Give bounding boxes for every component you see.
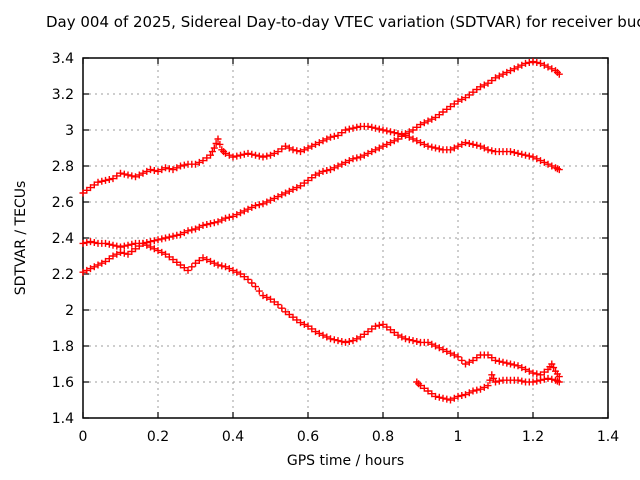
y-tick-label: 1.8 (52, 339, 74, 355)
y-tick-label: 1.6 (52, 375, 74, 391)
y-tick-label: 2.4 (52, 231, 74, 247)
x-tick-label: 0 (79, 429, 88, 445)
y-tick-label: 1.4 (52, 411, 74, 427)
y-tick-label: 2.8 (52, 159, 74, 175)
x-tick-label: 0.8 (372, 429, 394, 445)
x-tick-label: 1.4 (597, 429, 619, 445)
x-tick-label: 0.4 (222, 429, 244, 445)
y-tick-label: 3.2 (52, 87, 74, 103)
chart-title: Day 004 of 2025, Sidereal Day-to-day VTE… (46, 13, 640, 31)
y-tick-label: 3.4 (52, 51, 74, 67)
plot-border (82, 57, 609, 419)
series-3-markers (79, 238, 563, 381)
series-2-markers (79, 58, 563, 276)
x-tick-label: 1 (454, 429, 463, 445)
x-tick-label: 0.2 (147, 429, 169, 445)
x-tick-label: 0.6 (297, 429, 319, 445)
y-tick-label: 2.2 (52, 267, 74, 283)
y-tick-label: 3 (65, 123, 74, 139)
series-4-markers (413, 371, 563, 404)
x-tick-label: 1.2 (522, 429, 544, 445)
y-tick-label: 2.6 (52, 195, 74, 211)
x-axis-title: GPS time / hours (286, 453, 405, 469)
y-tick-label: 2 (65, 303, 74, 319)
series-1-markers (79, 122, 563, 197)
